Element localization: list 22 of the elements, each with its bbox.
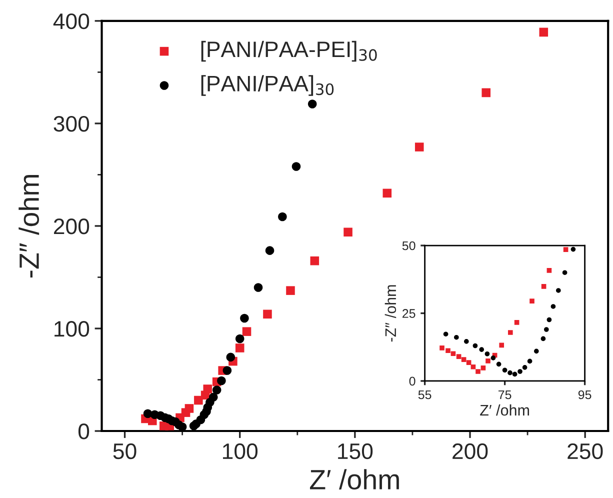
x-tick-label: 95 [578,390,592,400]
y-axis-title: -Z″ /ohm [18,175,40,278]
y-tick-label: 0 [409,376,416,386]
legend-label: [PANI/PAA]$_{30}$ [201,75,334,96]
y-tick-label: 200 [54,218,90,234]
x-axis-title: Z′ /ohm [310,469,399,490]
x-axis-title: Z′ /ohm [480,404,530,416]
y-tick-label: 25 [402,309,416,318]
y-tick-label: 100 [54,321,90,337]
x-tick-label: 75 [498,390,512,400]
x-tick-label: 55 [418,390,432,400]
y-tick-label: 300 [54,116,90,132]
x-tick-label: 150 [338,443,373,460]
x-tick-label: 200 [452,443,488,460]
y-tick-label: 50 [402,241,416,250]
y-tick-label: 0 [78,424,90,440]
x-tick-label: 250 [568,443,603,460]
x-tick-label: 100 [223,443,258,460]
y-axis-title: -Z″ /ohm [384,285,396,342]
legend-label: [PANI/PAA-PEI]$_{30}$ [201,40,377,62]
x-tick-label: 50 [113,443,136,460]
y-tick-label: 400 [53,13,90,30]
